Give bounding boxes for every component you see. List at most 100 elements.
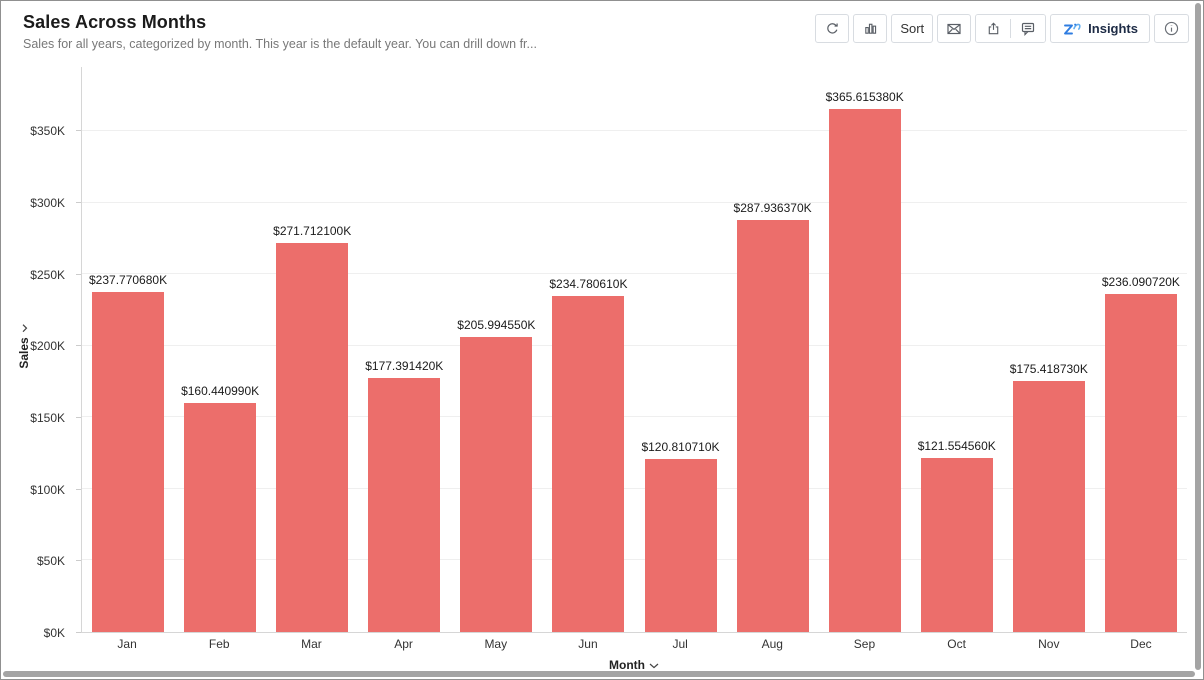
bar-slot: $365.615380K [819,67,911,632]
y-tick-mark [76,632,81,633]
y-axis-title[interactable]: Sales [17,323,31,369]
page-title: Sales Across Months [23,12,207,32]
gridline [82,344,1187,346]
y-tick-label: $300K [30,196,65,211]
insights-button[interactable]: Insights [1050,14,1150,43]
x-tick-label: Apr [394,637,413,651]
x-tick-label: Oct [947,637,966,651]
bar-value-label: $234.780610K [549,277,628,292]
gridline [82,487,1187,489]
x-tick-label: Jun [578,637,598,651]
chevron-down-icon [17,323,31,332]
refresh-button[interactable] [815,14,850,43]
bar-value-label: $121.554560K [917,439,996,454]
bar-dec[interactable] [1104,294,1177,632]
gridline [82,416,1187,418]
gridline [82,130,1187,132]
bar-chart-icon [863,21,878,36]
x-tick-label: Sep [853,637,876,651]
zia-icon [1062,21,1083,37]
bar-oct[interactable] [920,458,993,632]
gridline [82,201,1187,203]
x-tick-label: Nov [1038,637,1060,651]
bar-slot: $120.810710K [634,67,726,632]
bar-jul[interactable] [644,459,717,632]
vertical-scrollbar[interactable] [1195,3,1201,670]
bar-jan[interactable] [92,291,165,632]
share-comment-group [975,14,1047,43]
x-axis-label: Month [609,658,645,672]
gridline [82,273,1187,275]
chart-type-button[interactable] [853,14,888,43]
bar-value-label: $175.418730K [1009,362,1088,377]
insights-label: Insights [1088,21,1138,36]
y-tick-mark [76,417,81,419]
x-tick-label: Jan [117,637,137,651]
x-tick-label: Jul [672,637,688,651]
toolbar-divider [1010,19,1012,38]
comment-button[interactable] [1011,15,1046,42]
x-tick-label: Mar [301,637,322,651]
email-button[interactable] [937,14,972,43]
bar-value-label: $287.936370K [733,201,812,216]
bar-apr[interactable] [368,378,441,632]
y-tick-label: $50K [36,554,65,569]
y-tick-label: $200K [30,339,65,354]
bar-aug[interactable] [736,220,809,632]
bar-jun[interactable] [552,296,625,632]
y-axis: $0K $50K $100K $150K $200K $250K $300K $350K [1,67,81,640]
report-header: Sales Across Months Sales for all years,… [23,12,537,51]
bar-may[interactable] [460,337,533,632]
x-axis-title[interactable]: Month [81,657,1187,673]
x-axis: Jan Feb Mar Apr May Jun Jul Aug Sep Oct Nov Dec [81,637,1187,655]
y-tick-label: $0K [43,626,65,640]
envelope-icon [946,22,962,36]
y-tick-label: $250K [30,267,65,282]
bar-slot: $160.440990K [174,67,266,632]
y-tick-mark [76,560,81,562]
bar-value-label: $120.810710K [641,440,720,455]
bar-slot: $234.780610K [542,67,634,632]
info-button[interactable] [1154,14,1189,43]
bar-slot: $205.994550K [450,67,542,632]
bar-slot: $236.090720K [1095,67,1187,632]
bar-value-label: $160.440990K [181,383,260,398]
page-subtitle: Sales for all years, categorized by mont… [23,37,537,51]
bar-value-label: $236.090720K [1101,275,1180,290]
bar-value-label: $177.391420K [365,359,444,374]
bar-slot: $121.554560K [911,67,1003,632]
y-tick-label: $350K [30,124,65,139]
bar-slot: $237.770680K [82,67,174,632]
y-tick-label: $100K [30,482,65,497]
refresh-icon [825,21,840,36]
sort-button[interactable]: Sort [891,14,934,43]
comment-icon [1020,21,1036,36]
x-tick-label: Dec [1130,637,1152,651]
bars-container: $237.770680K $160.440990K $271.712100K $177… [82,67,1187,632]
bar-slot: $271.712100K [266,67,358,632]
y-tick-mark [76,488,81,490]
bar-value-label: $237.770680K [88,272,168,287]
y-tick-mark [76,202,81,204]
bar-slot: $287.936370K [727,67,819,632]
plot-area: $237.770680K $160.440990K $271.712100K $177… [81,67,1187,633]
y-tick-mark [76,273,81,275]
share-button[interactable] [976,15,1011,42]
x-tick-label: May [484,637,508,651]
bar-mar[interactable] [276,243,349,632]
bar-sep[interactable] [828,109,901,632]
bar-slot: $177.391420K [358,67,450,632]
horizontal-scrollbar[interactable] [3,671,1195,677]
info-icon [1163,20,1180,37]
x-tick-label: Feb [208,637,230,651]
chevron-down-icon [649,658,659,672]
y-tick-mark [76,345,81,347]
bar-slot: $175.418730K [1003,67,1095,632]
y-tick-label: $150K [30,411,65,426]
bar-feb[interactable] [184,402,257,632]
bar-nov[interactable] [1012,381,1085,632]
x-tick-label: Aug [761,637,783,651]
bar-value-label: $271.712100K [273,224,352,239]
toolbar: Sort Insights [815,14,1189,43]
